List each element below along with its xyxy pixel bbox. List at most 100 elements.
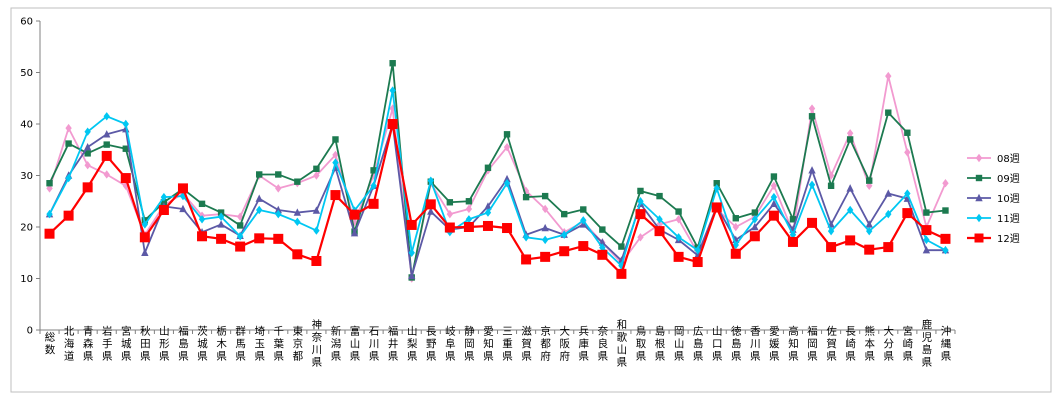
data-point [846,184,854,192]
data-point [254,233,265,244]
data-point [866,226,873,236]
data-point [103,130,111,138]
x-tick-label: 神奈川県 [310,318,322,369]
data-point [274,205,282,214]
x-tick-label: 群馬県 [234,324,246,362]
data-point [904,189,911,198]
data-point [578,241,589,252]
data-point [503,131,511,138]
x-tick-label: 山形県 [158,325,170,363]
chart-border [10,7,1052,393]
x-tick-label: 和歌山県 [615,319,627,369]
data-point [749,231,760,242]
x-tick-label: 岐阜県 [444,324,456,362]
data-point [256,205,263,215]
data-point [637,233,644,242]
data-point [770,192,778,202]
data-point [46,180,53,187]
data-point [713,184,720,193]
data-point [349,209,360,220]
x-tick-label: 岩手県 [101,324,113,362]
data-point [330,190,341,201]
x-tick-label: 香川県 [749,325,761,363]
data-point [846,136,854,143]
data-point [675,208,682,215]
data-point [177,183,188,194]
data-point [313,165,320,173]
data-point [904,148,911,157]
data-point [120,173,131,184]
data-point [503,179,511,188]
legend: 08週 09週 10週 11週 12週 [967,153,1020,245]
data-point [312,206,321,214]
x-tick-label: 高知県 [787,324,799,362]
data-point [559,246,570,257]
data-point [198,215,206,224]
data-point [503,174,511,183]
data-point [370,167,377,174]
data-point [904,129,911,136]
x-tick-label: 福岡県 [806,324,818,362]
legend-label: 11週 [997,213,1020,225]
data-point [179,204,187,213]
data-point [618,243,625,250]
data-point [521,254,532,265]
data-point [885,109,892,116]
x-tick-label: 愛知県 [482,324,494,362]
data-point [502,223,513,234]
data-point [465,204,473,214]
x-tick-label: 兵庫県 [577,324,589,362]
x-axis: 総数 北海道 青森県 岩手県 宮城県 秋田県 山形県 福島県 茨城県 栃木県 群馬県 埼玉県 千葉県 東京… [39,318,956,369]
x-tick-label: 徳島県 [730,324,742,362]
data-point [406,219,417,230]
data-point [63,210,74,221]
x-tick-label: 石川県 [368,325,380,363]
data-point [561,230,568,239]
data-point [139,232,150,243]
y-tick-label: 60 [20,17,33,28]
x-tick-label: 熊本県 [863,324,875,362]
legend-item: 08週 [967,153,1020,165]
data-point [942,245,949,255]
series-5 [44,119,951,279]
data-point [465,215,473,224]
data-point [217,220,225,228]
data-point [482,220,493,231]
data-point [940,233,951,244]
data-point [826,242,837,253]
data-point [332,150,339,160]
data-point [808,166,816,174]
data-point [808,180,816,189]
data-point [885,71,892,81]
data-point [313,226,320,235]
data-point [275,209,282,219]
data-point [83,142,92,151]
data-point [332,158,339,167]
data-point [387,119,398,129]
data-point [522,233,530,242]
data-point [789,230,797,239]
x-tick-label: 三重県 [501,325,513,363]
data-point [350,228,359,237]
legend-marker [975,213,983,223]
data-point [484,164,492,171]
data-point [103,112,110,121]
data-point [311,255,322,266]
data-point [902,208,913,219]
data-point [541,235,549,245]
x-tick-label: 山口県 [711,325,723,363]
x-tick-label: 愛媛県 [768,324,780,362]
data-point [122,119,129,129]
data-point [846,205,854,215]
data-point [103,141,110,148]
y-tick-label: 30 [20,171,33,182]
data-point [827,226,835,236]
data-point [484,202,492,210]
series-line [48,89,946,267]
x-tick-label: 佐賀県 [825,324,837,362]
series-4 [46,86,949,270]
data-point [84,161,91,170]
data-point [46,184,53,193]
data-point [768,210,779,221]
